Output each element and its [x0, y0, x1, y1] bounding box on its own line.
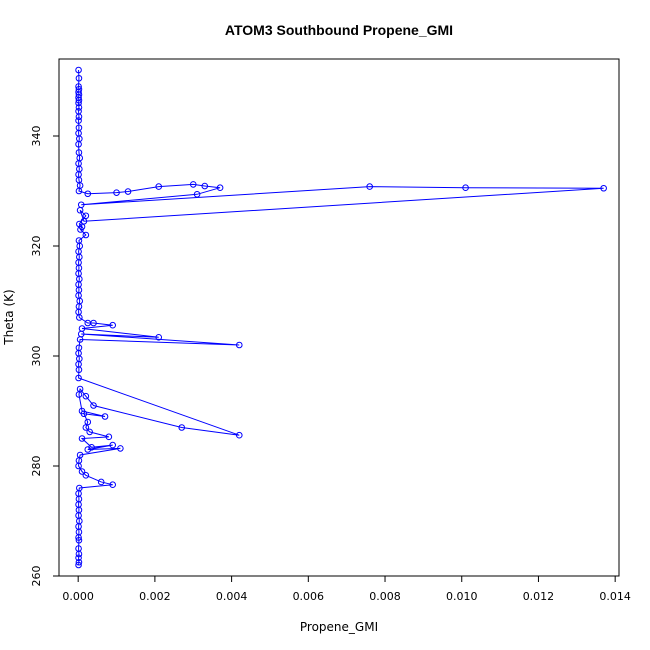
data-point — [75, 366, 83, 374]
x-tick-label: 0.014 — [599, 590, 631, 603]
x-tick-label: 0.002 — [139, 590, 171, 603]
data-point — [235, 341, 243, 349]
data-point — [76, 336, 84, 343]
data-point — [82, 424, 90, 431]
y-tick-label: 300 — [30, 346, 43, 367]
y-tick-label: 260 — [30, 566, 43, 587]
data-point — [75, 104, 83, 111]
data-point — [109, 481, 116, 489]
series-line — [78, 69, 604, 566]
plot-area — [75, 66, 607, 569]
data-point — [201, 182, 209, 190]
data-point — [82, 392, 90, 400]
data-point — [75, 391, 83, 398]
data-point — [117, 445, 124, 452]
data-point — [75, 187, 83, 195]
data-point — [78, 468, 86, 475]
data-point — [90, 319, 97, 327]
data-point — [75, 113, 83, 121]
data-point — [216, 184, 224, 191]
data-point — [600, 184, 607, 192]
data-point — [82, 472, 90, 479]
data-point — [78, 435, 86, 442]
data-point — [75, 96, 83, 104]
chart-title: ATOM3 Southbound Propene_GMI — [225, 22, 453, 38]
data-point — [235, 431, 243, 439]
data-point — [75, 561, 82, 569]
data-point — [101, 413, 109, 420]
data-point — [80, 410, 88, 418]
data-point — [76, 314, 83, 321]
data-point — [84, 190, 92, 198]
data-point — [75, 558, 83, 566]
data-point — [82, 231, 90, 239]
data-point — [75, 74, 83, 82]
data-point — [113, 189, 120, 196]
data-point — [84, 418, 92, 426]
data-point — [75, 534, 82, 541]
x-tick-label: 0.010 — [446, 590, 478, 603]
data-point — [75, 66, 82, 74]
data-point — [105, 433, 113, 441]
data-point — [75, 374, 82, 382]
data-point — [155, 183, 163, 190]
data-point — [189, 181, 197, 188]
data-point — [84, 446, 92, 453]
plot-frame — [58, 58, 620, 577]
data-point — [75, 554, 82, 562]
data-point — [75, 99, 82, 107]
data-point — [124, 188, 132, 195]
data-point — [76, 206, 84, 214]
data-point — [75, 550, 83, 558]
x-tick-label: 0.004 — [216, 590, 248, 603]
data-point — [97, 478, 105, 486]
x-tick-label: 0.012 — [523, 590, 555, 603]
data-point — [75, 117, 82, 124]
data-point — [75, 140, 82, 148]
data-point — [109, 321, 116, 329]
data-point — [75, 536, 83, 544]
x-tick-label: 0.000 — [62, 590, 94, 603]
data-point — [366, 183, 373, 190]
y-tick-label: 320 — [30, 236, 43, 257]
data-point — [193, 191, 201, 198]
data-point — [82, 212, 90, 220]
y-tick-label: 340 — [30, 126, 43, 147]
data-point — [90, 402, 97, 409]
data-point — [86, 428, 93, 436]
data-point — [178, 424, 186, 431]
x-tick-label: 0.008 — [369, 590, 401, 603]
y-tick-label: 280 — [30, 456, 43, 477]
x-axis-label: Propene_GMI — [300, 620, 378, 634]
data-point — [77, 226, 84, 233]
x-axis: 0.000 0.002 0.004 0.006 0.008 0.010 0.012 0.014 — [62, 575, 631, 603]
data-point — [462, 184, 469, 191]
data-point — [155, 334, 163, 341]
y-axis-label: Theta (K) — [2, 289, 16, 345]
y-axis: 260 280 300 320 340 — [30, 126, 60, 587]
data-point — [109, 441, 116, 449]
x-tick-label: 0.006 — [293, 590, 325, 603]
data-point — [75, 462, 82, 470]
